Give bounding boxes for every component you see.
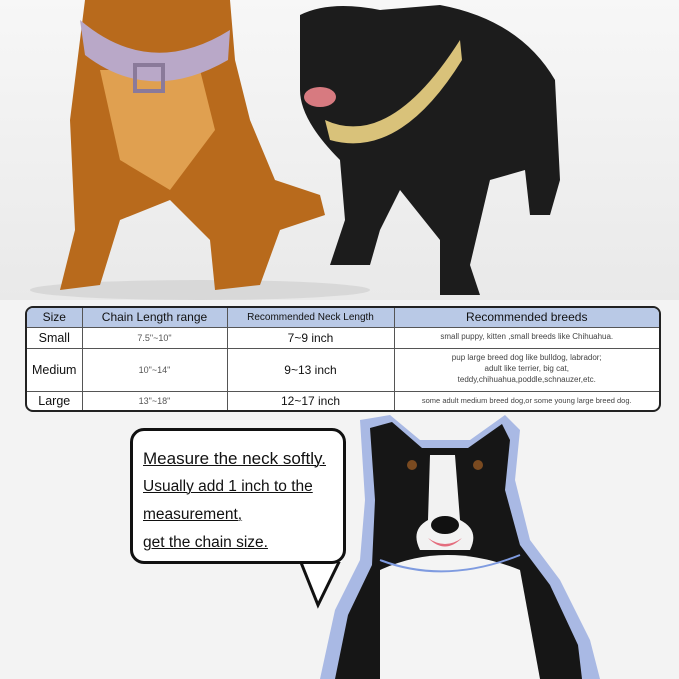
breeds-line: pup large breed dog like bulldog, labrad… <box>451 353 602 363</box>
size-cell: Large <box>27 391 83 410</box>
breeds-line: some adult medium breed dog,or some youn… <box>421 395 632 405</box>
chain-cell: 10"~14" <box>82 348 228 392</box>
header-breeds: Recommended breeds <box>394 308 659 328</box>
chain-cell: 13"~18" <box>82 391 228 410</box>
neck-cell: 7~9 inch <box>227 327 395 349</box>
tip-line: Usually add 1 inch to the <box>143 478 313 495</box>
breeds-line: small puppy, kitten ,small breeds like C… <box>440 332 614 342</box>
breeds-cell: pup large breed dog like bulldog, labrad… <box>394 348 659 392</box>
neck-cell: 12~17 inch <box>227 391 395 410</box>
table-row: Small 7.5"~10" 7~9 inch small puppy, kit… <box>27 327 659 349</box>
table-row: Medium 10"~14" 9~13 inch pup large breed… <box>27 348 659 392</box>
table-row: Large 13"~18" 12~17 inch some adult medi… <box>27 391 659 410</box>
breeds-line: adult like terrier, big cat, <box>484 364 569 374</box>
breeds-line: teddy,chihuahua,poddle,schnauzer,etc. <box>457 374 596 384</box>
breeds-cell: small puppy, kitten ,small breeds like C… <box>394 327 659 349</box>
product-photo-dogs <box>0 0 679 300</box>
dog-figurines-illustration <box>30 0 560 300</box>
header-neck-length: Recommended Neck Length <box>227 308 395 328</box>
border-collie-photo <box>320 415 600 679</box>
size-chart-table: Size Chain Length range Recommended Neck… <box>25 306 661 412</box>
table-header-row: Size Chain Length range Recommended Neck… <box>27 308 659 328</box>
chain-cell: 7.5"~10" <box>82 327 228 349</box>
size-cell: Medium <box>27 348 83 392</box>
tip-line: measurement, <box>143 506 243 523</box>
tip-line: Measure the neck softly. <box>143 449 326 468</box>
neck-cell: 9~13 inch <box>227 348 395 392</box>
tip-line: get the chain size. <box>143 534 268 551</box>
header-chain-length: Chain Length range <box>82 308 228 328</box>
size-cell: Small <box>27 327 83 349</box>
measurement-tip-bubble: Measure the neck softly. Usually add 1 i… <box>130 428 346 564</box>
header-size: Size <box>27 308 83 328</box>
breeds-cell: some adult medium breed dog,or some youn… <box>394 391 659 410</box>
